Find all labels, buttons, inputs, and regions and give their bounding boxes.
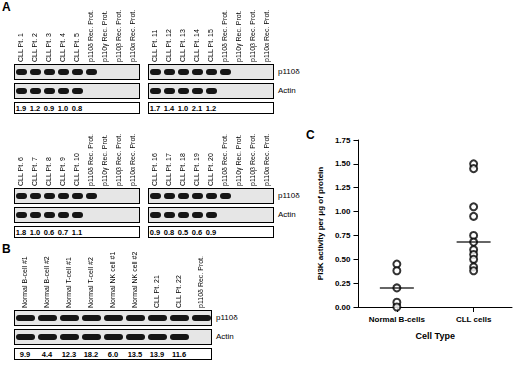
svg-text:1.50: 1.50 — [335, 159, 351, 168]
svg-text:Normal B-cells: Normal B-cells — [369, 315, 426, 324]
html-text:1.8 1.0 0.6 0.7 1.1: 1.8 1.0 0.6 0.7 1.1 — [15, 227, 83, 237]
html-text:CLL Pt. 19: CLL Pt. 19 — [193, 153, 200, 186]
html-text:CLL Pt. 18: CLL Pt. 18 — [179, 153, 186, 186]
html-text:0.9 0.8 0.5 0.6 0.9: 0.9 0.8 0.5 0.6 0.9 — [149, 227, 217, 237]
html-text:Normal T-cell #1: Normal T-cell #1 — [65, 257, 72, 308]
html-text:CLL Pt. 21: CLL Pt. 21 — [153, 275, 160, 308]
html-text:Normal NK cell #2: Normal NK cell #2 — [131, 251, 138, 308]
svg-text:PI3K activity per μg of protei: PI3K activity per μg of protein — [316, 167, 325, 280]
html-text:CLL Pt. 20: CLL Pt. 20 — [207, 153, 214, 186]
svg-text:0.75: 0.75 — [335, 231, 351, 240]
html-text:11.6: 11.6 — [171, 349, 187, 359]
html-text:Actin: Actin — [278, 210, 296, 219]
html-text:p110β Rec. Prot.: p110β Rec. Prot. — [115, 133, 122, 186]
html-text:CLL Pt. 6: CLL Pt. 6 — [17, 157, 24, 186]
html-text:p110δ: p110δ — [216, 313, 238, 322]
html-text:CLL Pt. 4: CLL Pt. 4 — [59, 33, 66, 62]
html-text:C: C — [306, 128, 315, 142]
html-text:1.7 1.4 1.0 2.1 1.2: 1.7 1.4 1.0 2.1 1.2 — [149, 103, 217, 113]
html-text:CLL Pt. 3: CLL Pt. 3 — [45, 33, 52, 62]
svg-text:1.25: 1.25 — [335, 183, 351, 192]
html-text:p110δ Rec. Prot.: p110δ Rec. Prot. — [221, 134, 228, 186]
html-text:p110α Rec. Prot.: p110α Rec. Prot. — [263, 133, 270, 186]
html-text:CLL Pt. 14: CLL Pt. 14 — [193, 29, 200, 62]
html-text:Normal T-cell #2: Normal T-cell #2 — [87, 257, 94, 308]
html-text:p110δ Rec. Prot.: p110δ Rec. Prot. — [87, 134, 94, 186]
html-text:Actin: Actin — [216, 332, 234, 341]
html-text:CLL Pt. 16: CLL Pt. 16 — [151, 153, 158, 186]
html-text:p110γ Rec. Prot.: p110γ Rec. Prot. — [235, 10, 242, 62]
html-text:1.9 1.2 0.9 1.0 0.8: 1.9 1.2 0.9 1.0 0.8 — [15, 103, 83, 113]
html-text:p110α Rec. Prot.: p110α Rec. Prot. — [263, 9, 270, 62]
svg-text:0.50: 0.50 — [335, 255, 351, 264]
html-text:p110α Rec. Prot.: p110α Rec. Prot. — [129, 133, 136, 186]
html-text:CLL Pt. 7: CLL Pt. 7 — [31, 157, 38, 186]
html-text:CLL Pt. 1: CLL Pt. 1 — [17, 33, 24, 62]
html-text:CLL Pt. 12: CLL Pt. 12 — [165, 29, 172, 62]
html-text:CLL Pt. 10: CLL Pt. 10 — [73, 153, 80, 186]
html-text:p110δ Rec. Prot.: p110δ Rec. Prot. — [221, 10, 228, 62]
html-text:Normal B-cell #1: Normal B-cell #1 — [21, 256, 28, 308]
html-text:CLL Pt. 15: CLL Pt. 15 — [207, 29, 214, 62]
html-text:CLL Pt. 22: CLL Pt. 22 — [175, 275, 182, 308]
html-text:p110β Rec. Prot.: p110β Rec. Prot. — [249, 133, 256, 186]
html-text:CLL Pt. 5: CLL Pt. 5 — [73, 33, 80, 62]
html-text:Normal NK cell #1: Normal NK cell #1 — [109, 251, 116, 308]
html-text:CLL Pt. 8: CLL Pt. 8 — [45, 157, 52, 186]
html-text:CLL Pt. 11: CLL Pt. 11 — [151, 29, 158, 62]
html-text:Normal B-cell #2: Normal B-cell #2 — [43, 256, 50, 308]
html-text:p110δ: p110δ — [278, 191, 300, 200]
html-text:p110β Rec. Prot.: p110β Rec. Prot. — [249, 9, 256, 62]
html-text:p110α Rec. Prot.: p110α Rec. Prot. — [129, 9, 136, 62]
html-text:p110δ Rec. Prot.: p110δ Rec. Prot. — [197, 256, 204, 308]
html-text:4.4: 4.4 — [41, 349, 53, 359]
svg-text:1.75: 1.75 — [335, 136, 351, 145]
html-text:p110β Rec. Prot.: p110β Rec. Prot. — [115, 9, 122, 62]
svg-text:CLL cells: CLL cells — [456, 315, 492, 324]
svg-text:1.00: 1.00 — [335, 207, 351, 216]
svg-text:0.25: 0.25 — [335, 279, 351, 288]
html-text:6.0: 6.0 — [107, 349, 119, 359]
html-text:CLL Pt. 9: CLL Pt. 9 — [59, 157, 66, 186]
html-text:p110γ Rec. Prot.: p110γ Rec. Prot. — [101, 134, 108, 186]
html-text:CLL Pt. 2: CLL Pt. 2 — [31, 33, 38, 62]
html-text:p110δ Rec. Prot.: p110δ Rec. Prot. — [87, 10, 94, 62]
html-text:p110δ: p110δ — [278, 67, 300, 76]
html-text:13.9: 13.9 — [149, 349, 165, 359]
html-text:CLL Pt. 17: CLL Pt. 17 — [165, 153, 172, 186]
html-text:p110γ Rec. Prot.: p110γ Rec. Prot. — [101, 10, 108, 62]
html-text:Actin: Actin — [278, 86, 296, 95]
html-text:18.2: 18.2 — [83, 349, 99, 359]
html-text:CLL Pt. 13: CLL Pt. 13 — [179, 29, 186, 62]
html-text:9.9: 9.9 — [19, 349, 31, 359]
html-text:B: B — [2, 242, 11, 256]
html-text:12.3: 12.3 — [61, 349, 77, 359]
svg-text:0.00: 0.00 — [335, 303, 351, 312]
html-text:13.5: 13.5 — [127, 349, 143, 359]
svg-text:Cell Type: Cell Type — [416, 331, 455, 341]
html-text:A: A — [2, 0, 11, 14]
html-text:p110γ Rec. Prot.: p110γ Rec. Prot. — [235, 134, 242, 186]
